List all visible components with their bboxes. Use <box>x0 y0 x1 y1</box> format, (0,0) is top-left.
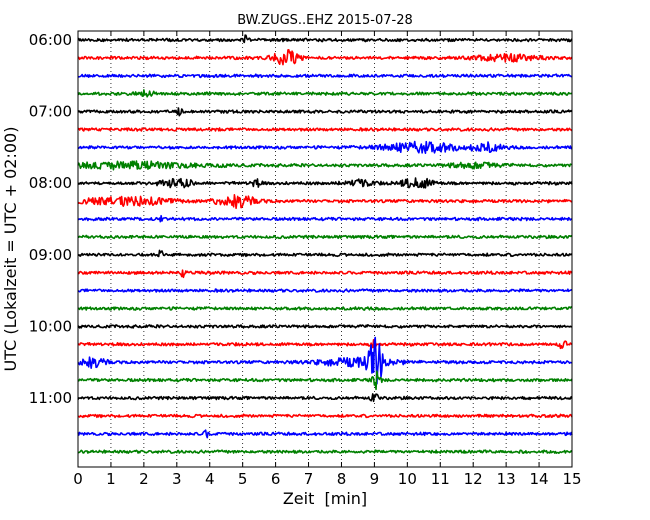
trace-line <box>77 324 573 329</box>
x-tick-label: 15 <box>562 470 581 488</box>
trace-line <box>77 73 573 79</box>
x-axis-ticks: 0 1 2 3 4 5 6 7 8 9 10 11 12 13 14 15 <box>73 31 582 488</box>
x-tick-label: 13 <box>497 470 516 488</box>
x-tick-label: 14 <box>530 470 549 488</box>
x-tick-label: 5 <box>238 470 248 488</box>
x-axis-label: Zeit [min] <box>283 489 367 508</box>
x-tick-label: 1 <box>106 470 116 488</box>
trace-line <box>77 140 573 154</box>
x-tick-label: 9 <box>370 470 380 488</box>
trace-line <box>77 269 573 279</box>
x-tick-label: 7 <box>304 470 314 488</box>
trace-line <box>77 306 573 311</box>
y-axis-label: UTC (Lokalzeit = UTC + 02:00) <box>1 127 20 372</box>
y-tick-label: 11:00 <box>29 389 72 407</box>
trace-line <box>77 127 573 132</box>
y-axis-ticks: 06:00 07:00 08:00 09:00 10:00 11:00 <box>29 31 572 407</box>
x-tick-label: 2 <box>139 470 149 488</box>
x-tick-label: 12 <box>464 470 483 488</box>
trace-line <box>77 89 573 98</box>
vertical-grid <box>110 31 540 467</box>
seismogram-traces <box>77 34 573 455</box>
trace-line <box>77 336 573 385</box>
trace-line <box>77 234 573 240</box>
y-tick-label: 09:00 <box>29 246 72 264</box>
trace-line <box>77 429 573 439</box>
trace-line <box>77 107 573 117</box>
x-tick-label: 11 <box>431 470 450 488</box>
y-tick-label: 08:00 <box>29 174 72 192</box>
trace-line <box>77 214 573 223</box>
y-tick-label: 07:00 <box>29 103 72 121</box>
trace-line <box>77 160 573 171</box>
x-tick-label: 4 <box>205 470 215 488</box>
x-tick-label: 6 <box>271 470 281 488</box>
trace-line <box>77 393 573 403</box>
x-tick-label: 3 <box>172 470 182 488</box>
x-tick-label: 10 <box>398 470 417 488</box>
y-tick-label: 06:00 <box>29 31 72 49</box>
trace-line <box>77 370 573 391</box>
trace-line <box>77 449 573 455</box>
trace-line <box>77 288 573 293</box>
trace-line <box>77 194 573 210</box>
plot-frame <box>77 30 573 468</box>
x-tick-label: 0 <box>73 470 83 488</box>
trace-line <box>77 413 573 419</box>
trace-line <box>77 34 573 44</box>
x-tick-label: 8 <box>337 470 347 488</box>
trace-line <box>77 177 573 189</box>
trace-line <box>77 249 573 258</box>
trace-line <box>77 49 573 66</box>
chart-title: BW.ZUGS..EHZ 2015-07-28 <box>237 13 413 28</box>
trace-line <box>77 339 573 350</box>
y-tick-label: 10:00 <box>29 317 72 335</box>
